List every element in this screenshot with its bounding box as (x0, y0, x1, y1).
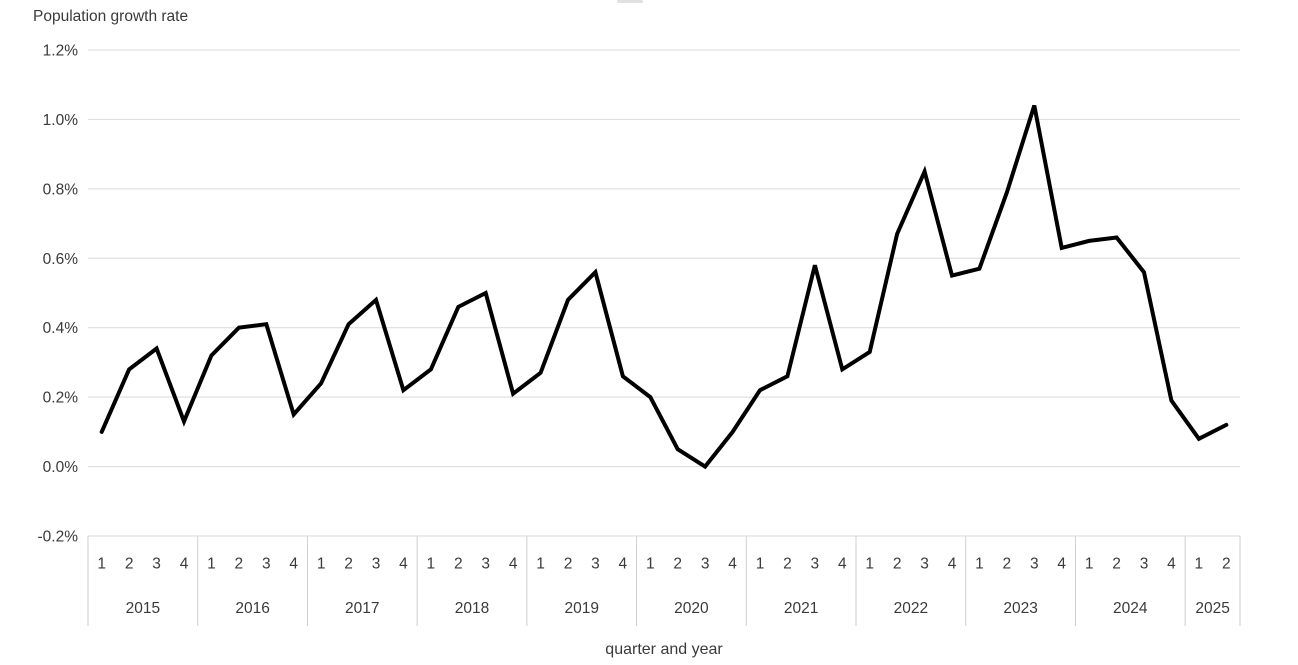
quarter-label: 4 (728, 556, 737, 573)
quarter-label: 2 (1112, 556, 1121, 573)
quarter-label: 1 (427, 556, 436, 573)
quarter-label: 1 (536, 556, 545, 573)
quarter-label: 2 (893, 556, 902, 573)
quarter-label: 4 (399, 556, 408, 573)
quarter-label: 3 (811, 556, 820, 573)
quarter-label: 3 (372, 556, 381, 573)
y-tick-label: -0.2% (38, 529, 79, 546)
year-label: 2024 (1113, 600, 1148, 617)
quarter-label: 4 (509, 556, 518, 573)
quarter-label: 4 (180, 556, 189, 573)
y-tick-label: 0.2% (43, 390, 79, 407)
quarter-label: 2 (1222, 556, 1231, 573)
growth-rate-series-line (99, 104, 1229, 470)
year-label: 2020 (674, 600, 709, 617)
x-axis-title: quarter and year (605, 641, 723, 658)
quarter-label: 2 (125, 556, 134, 573)
year-label: 2018 (455, 600, 489, 617)
quarter-label: 4 (948, 556, 957, 573)
quarter-label: 1 (1085, 556, 1094, 573)
quarter-label: 4 (838, 556, 847, 573)
quarter-label: 1 (1195, 556, 1204, 573)
year-label: 2019 (564, 600, 598, 617)
year-label: 2022 (894, 600, 928, 617)
quarter-label: 3 (701, 556, 710, 573)
year-label: 2015 (126, 600, 160, 617)
quarter-label: 1 (756, 556, 765, 573)
year-label: 2023 (1003, 600, 1037, 617)
x-axis-category-table: 1 2 3 4 2015 1 2 3 4 2016 1 2 3 4 2017 1 2 3 4 2018 1 2 3 4 2019… (87, 536, 1241, 626)
quarter-label: 1 (317, 556, 326, 573)
quarter-label: 3 (152, 556, 161, 573)
year-label: 2021 (784, 600, 818, 617)
quarter-label: 2 (673, 556, 682, 573)
y-tick-label: 0.4% (43, 320, 79, 337)
year-label: 2025 (1195, 600, 1229, 617)
y-tick-label: 1.0% (43, 112, 79, 129)
quarter-label: 4 (1167, 556, 1176, 573)
y-tick-label: 0.6% (43, 251, 79, 268)
quarter-label: 3 (262, 556, 271, 573)
quarter-label: 3 (481, 556, 490, 573)
y-tick-label: 0.0% (43, 459, 79, 476)
year-label: 2016 (235, 600, 269, 617)
y-tick-label: 1.2% (43, 43, 79, 60)
quarter-label: 1 (865, 556, 874, 573)
y-tick-label: 0.8% (43, 181, 79, 198)
cropped-title-artifact (617, 0, 643, 3)
quarter-label: 1 (975, 556, 984, 573)
quarter-label: 4 (289, 556, 298, 573)
quarter-label: 2 (783, 556, 792, 573)
quarter-label: 2 (1003, 556, 1012, 573)
y-axis-title: Population growth rate (33, 8, 188, 25)
gridlines (88, 49, 1240, 537)
quarter-label: 3 (1140, 556, 1149, 573)
quarter-label: 2 (564, 556, 573, 573)
quarter-label: 2 (454, 556, 463, 573)
quarter-label: 3 (1030, 556, 1039, 573)
y-axis-tick-labels: 1.2% 1.0% 0.8% 0.6% 0.4% 0.2% 0.0% -0.2% (38, 43, 79, 546)
quarter-label: 3 (591, 556, 600, 573)
quarter-label: 3 (920, 556, 929, 573)
quarter-label: 1 (646, 556, 655, 573)
quarter-label: 1 (97, 556, 106, 573)
year-label: 2017 (345, 600, 379, 617)
quarter-label: 4 (619, 556, 628, 573)
quarter-label: 2 (344, 556, 353, 573)
quarter-label: 1 (207, 556, 216, 573)
quarter-label: 4 (1057, 556, 1066, 573)
quarter-label: 2 (235, 556, 244, 573)
